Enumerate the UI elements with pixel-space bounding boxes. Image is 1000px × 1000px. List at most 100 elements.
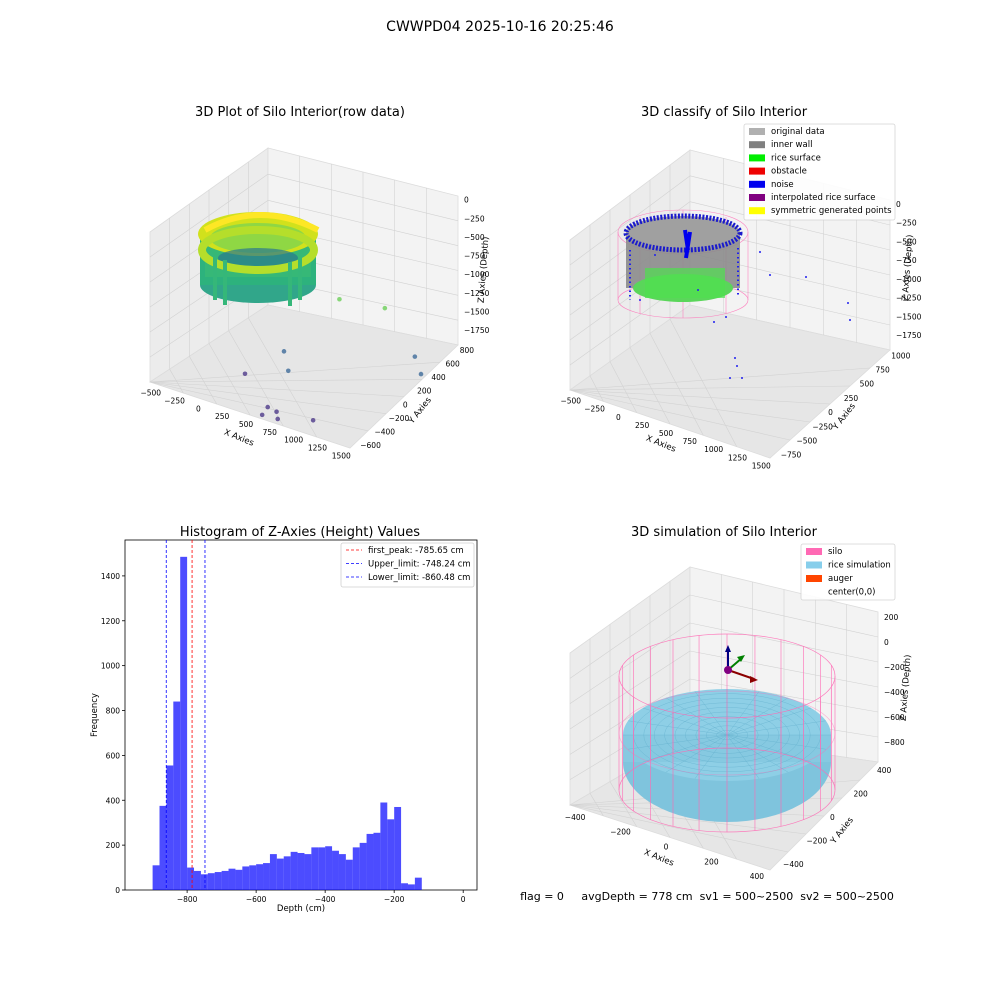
histogram-bar [235,869,243,890]
y-tick-label: 750 [875,365,890,374]
raw-z-ticks: 0 −250 −500 −750 −1000 −1250 −1500 −1750 [464,196,490,335]
z-tick-label: 200 [884,613,899,622]
histogram-bar [200,874,208,890]
histogram-y-ticks: 0 200 400 600 800 1000 1200 1400 [101,572,125,895]
z-tick-label: −400 [884,688,905,697]
noise-point [805,276,807,278]
y-tick-label: 200 [853,790,868,799]
histogram-bar [180,556,188,890]
histogram-bar [297,852,305,890]
y-tick-label: 400 [106,796,121,805]
z-tick-label: −800 [884,738,905,747]
classify-noise-points [639,251,851,379]
histogram-bar [263,863,270,890]
y-tick-label: −200 [389,414,410,423]
histogram-legend: first_peak: -785.65 cm Upper_limit: -748.… [340,542,475,588]
histogram-bar [187,867,195,890]
legend-label: original data [771,127,825,137]
simulation-z-label: Z Axies (Depth) [899,654,914,721]
histogram-bar [242,866,250,890]
x-tick-label: −400 [315,895,336,904]
z-tick-label: 0 [464,196,469,205]
simulation-x-ticks: −400 −200 0 200 400 [565,813,765,881]
y-tick-label: 0 [830,813,835,822]
y-tick-label: −750 [781,451,802,460]
y-tick-label: 800 [106,707,121,716]
legend-swatch [749,207,765,215]
simulation-y-ticks: −400 −200 0 200 400 [783,766,891,869]
legend-swatch [749,180,765,188]
y-tick-label: −200 [807,836,828,845]
histogram-bar [276,858,284,890]
raw-x-label: X Axies [222,428,255,449]
noise-point [697,289,699,291]
x-tick-label: 1000 [704,445,723,454]
x-tick-label: 1250 [728,453,747,462]
y-tick-label: −500 [797,437,818,446]
noise-point [847,302,849,304]
simulation-x-label: X Axies [642,848,675,869]
y-tick-label: 1200 [101,617,120,626]
simulation-z-ticks: 200 0 −200 −400 −600 −800 [884,613,905,747]
y-tick-label: 0 [828,408,833,417]
histogram-bar [207,873,215,890]
histogram-bar [318,847,326,890]
x-tick-label: −200 [384,895,405,904]
raw-silo-cloud [198,212,320,306]
histogram-bar [214,872,222,890]
legend-label: symmetric generated points [771,206,892,216]
z-tick-label: −200 [884,663,905,672]
x-tick-label: 1500 [752,461,771,470]
x-tick-label: −600 [246,895,267,904]
outlier-point [310,417,316,423]
outlier-point [418,371,424,377]
legend-swatch [806,548,822,555]
histogram-bar [290,851,298,890]
histogram-bar [283,856,291,890]
histogram-bar [152,865,160,890]
x-tick-label: 1000 [284,436,303,445]
x-tick-label: 0 [616,413,621,422]
y-tick-label: 600 [106,751,121,760]
histogram-bar [407,884,415,890]
legend-label: silo [828,547,842,557]
histogram-vlines [165,540,206,890]
legend-label: obstacle [771,167,807,177]
x-tick-label: 1250 [308,444,327,453]
x-tick-label: −200 [610,828,631,837]
outlier-point [242,371,248,377]
raw-x-ticks: −500−250 0 250 500 750 1000 1250 1500 [140,389,351,461]
z-tick-label: −750 [464,252,485,261]
y-tick-label: 200 [417,387,432,396]
z-tick-label: −600 [884,713,905,722]
classify-z-ticks: 0 −250 −500 −750 −1000 −1250 −1500 −1750 [896,200,922,340]
histogram-bar [387,819,395,890]
silo-wireframe [618,633,836,833]
legend-label: center(0,0) [828,588,876,598]
raw-panel: 3D Plot of Silo Interior(row data) −500−… [140,105,491,460]
histogram-bar [173,701,181,890]
histogram-bar [166,765,174,890]
z-tick-label: −250 [896,219,917,228]
x-tick-label: −500 [560,397,581,406]
y-tick-label: 400 [431,373,446,382]
noise-point [759,251,761,253]
raw-y-label: Y Axies [406,395,434,427]
y-tick-label: 400 [877,766,892,775]
raw-outlier-points [242,296,424,423]
classify-panel: 3D classify of Silo Interior −500−250025… [560,105,921,470]
y-tick-label: 1000 [891,351,910,360]
noise-point [849,319,851,321]
legend-swatch [806,561,822,569]
y-tick-label: 1400 [101,572,120,581]
outlier-point [275,416,281,422]
classify-z-label: Z Axies (Depth) [901,234,916,301]
legend-swatch [749,141,765,149]
y-tick-label: −250 [812,422,833,431]
histogram-bar [311,847,319,890]
histogram-panel: Histogram of Z-Axies (Height) Values −80… [90,525,478,914]
z-tick-label: −1250 [464,289,490,298]
x-tick-label: 400 [750,872,765,881]
